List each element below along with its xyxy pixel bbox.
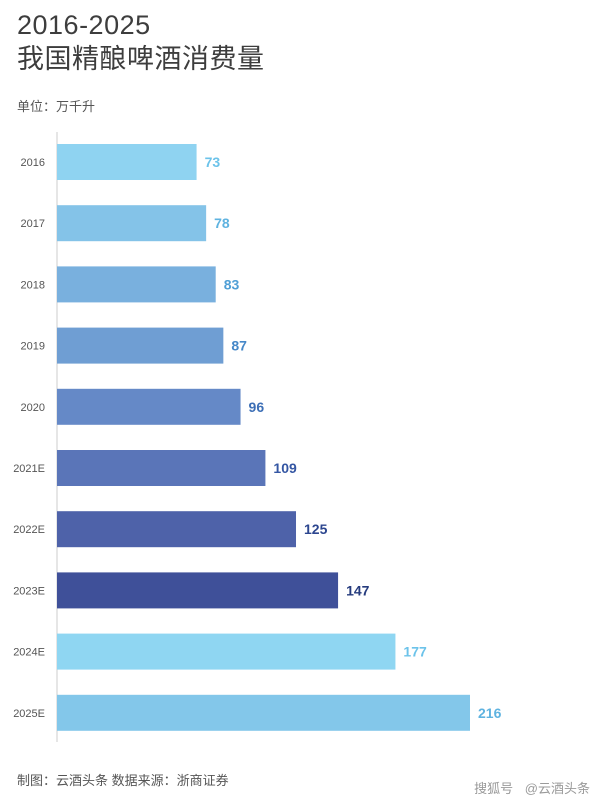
chart-title-years: 2016-2025 (17, 10, 151, 40)
bar-2018 (57, 266, 216, 303)
data-label-2021E: 109 (273, 460, 297, 476)
tick-label-2022E: 2022E (13, 524, 45, 536)
data-label-2016: 73 (205, 154, 221, 170)
tick-label-2021E: 2021E (13, 463, 45, 475)
tick-label-2025E: 2025E (13, 708, 45, 720)
tick-label-2018: 2018 (21, 279, 45, 291)
data-label-2024E: 177 (403, 644, 427, 660)
tick-label-2017: 2017 (21, 218, 45, 230)
unit-label: 单位：万千升 (17, 99, 96, 114)
tick-label-2024E: 2024E (13, 647, 45, 659)
chart-title-block: 2016-2025 我国精酿啤酒消费量 (17, 8, 265, 76)
bar-2025E (57, 694, 470, 731)
bar-2016 (57, 144, 197, 180)
bar-2023E (57, 572, 339, 609)
bar-2024E (57, 633, 396, 670)
tick-label-2019: 2019 (21, 341, 45, 353)
data-label-2020: 96 (249, 399, 265, 415)
data-label-2018: 83 (224, 276, 240, 292)
tick-label-2016: 2016 (21, 157, 45, 169)
bar-2022E (57, 511, 297, 548)
chart-title-main: 我国精酿啤酒消费量 (17, 44, 265, 74)
data-label-2025E: 216 (478, 705, 502, 721)
data-label-2017: 78 (214, 215, 230, 231)
watermark-brand: 搜狐号 (474, 781, 514, 796)
watermark-account: @云酒头条 (524, 781, 590, 796)
data-label-2022E: 125 (304, 521, 328, 537)
footer-credit: 制图：云酒头条 数据来源：浙商证券 (17, 773, 229, 788)
bar-2019 (57, 327, 224, 364)
bar-2017 (57, 205, 207, 242)
data-label-2019: 87 (231, 338, 247, 354)
data-label-2023E: 147 (346, 582, 370, 598)
watermark: 搜狐号 @云酒头条 (466, 778, 590, 797)
bar-2020 (57, 388, 241, 425)
tick-label-2023E: 2023E (13, 585, 45, 597)
bar-2021E (57, 450, 266, 486)
tick-label-2020: 2020 (21, 402, 45, 414)
